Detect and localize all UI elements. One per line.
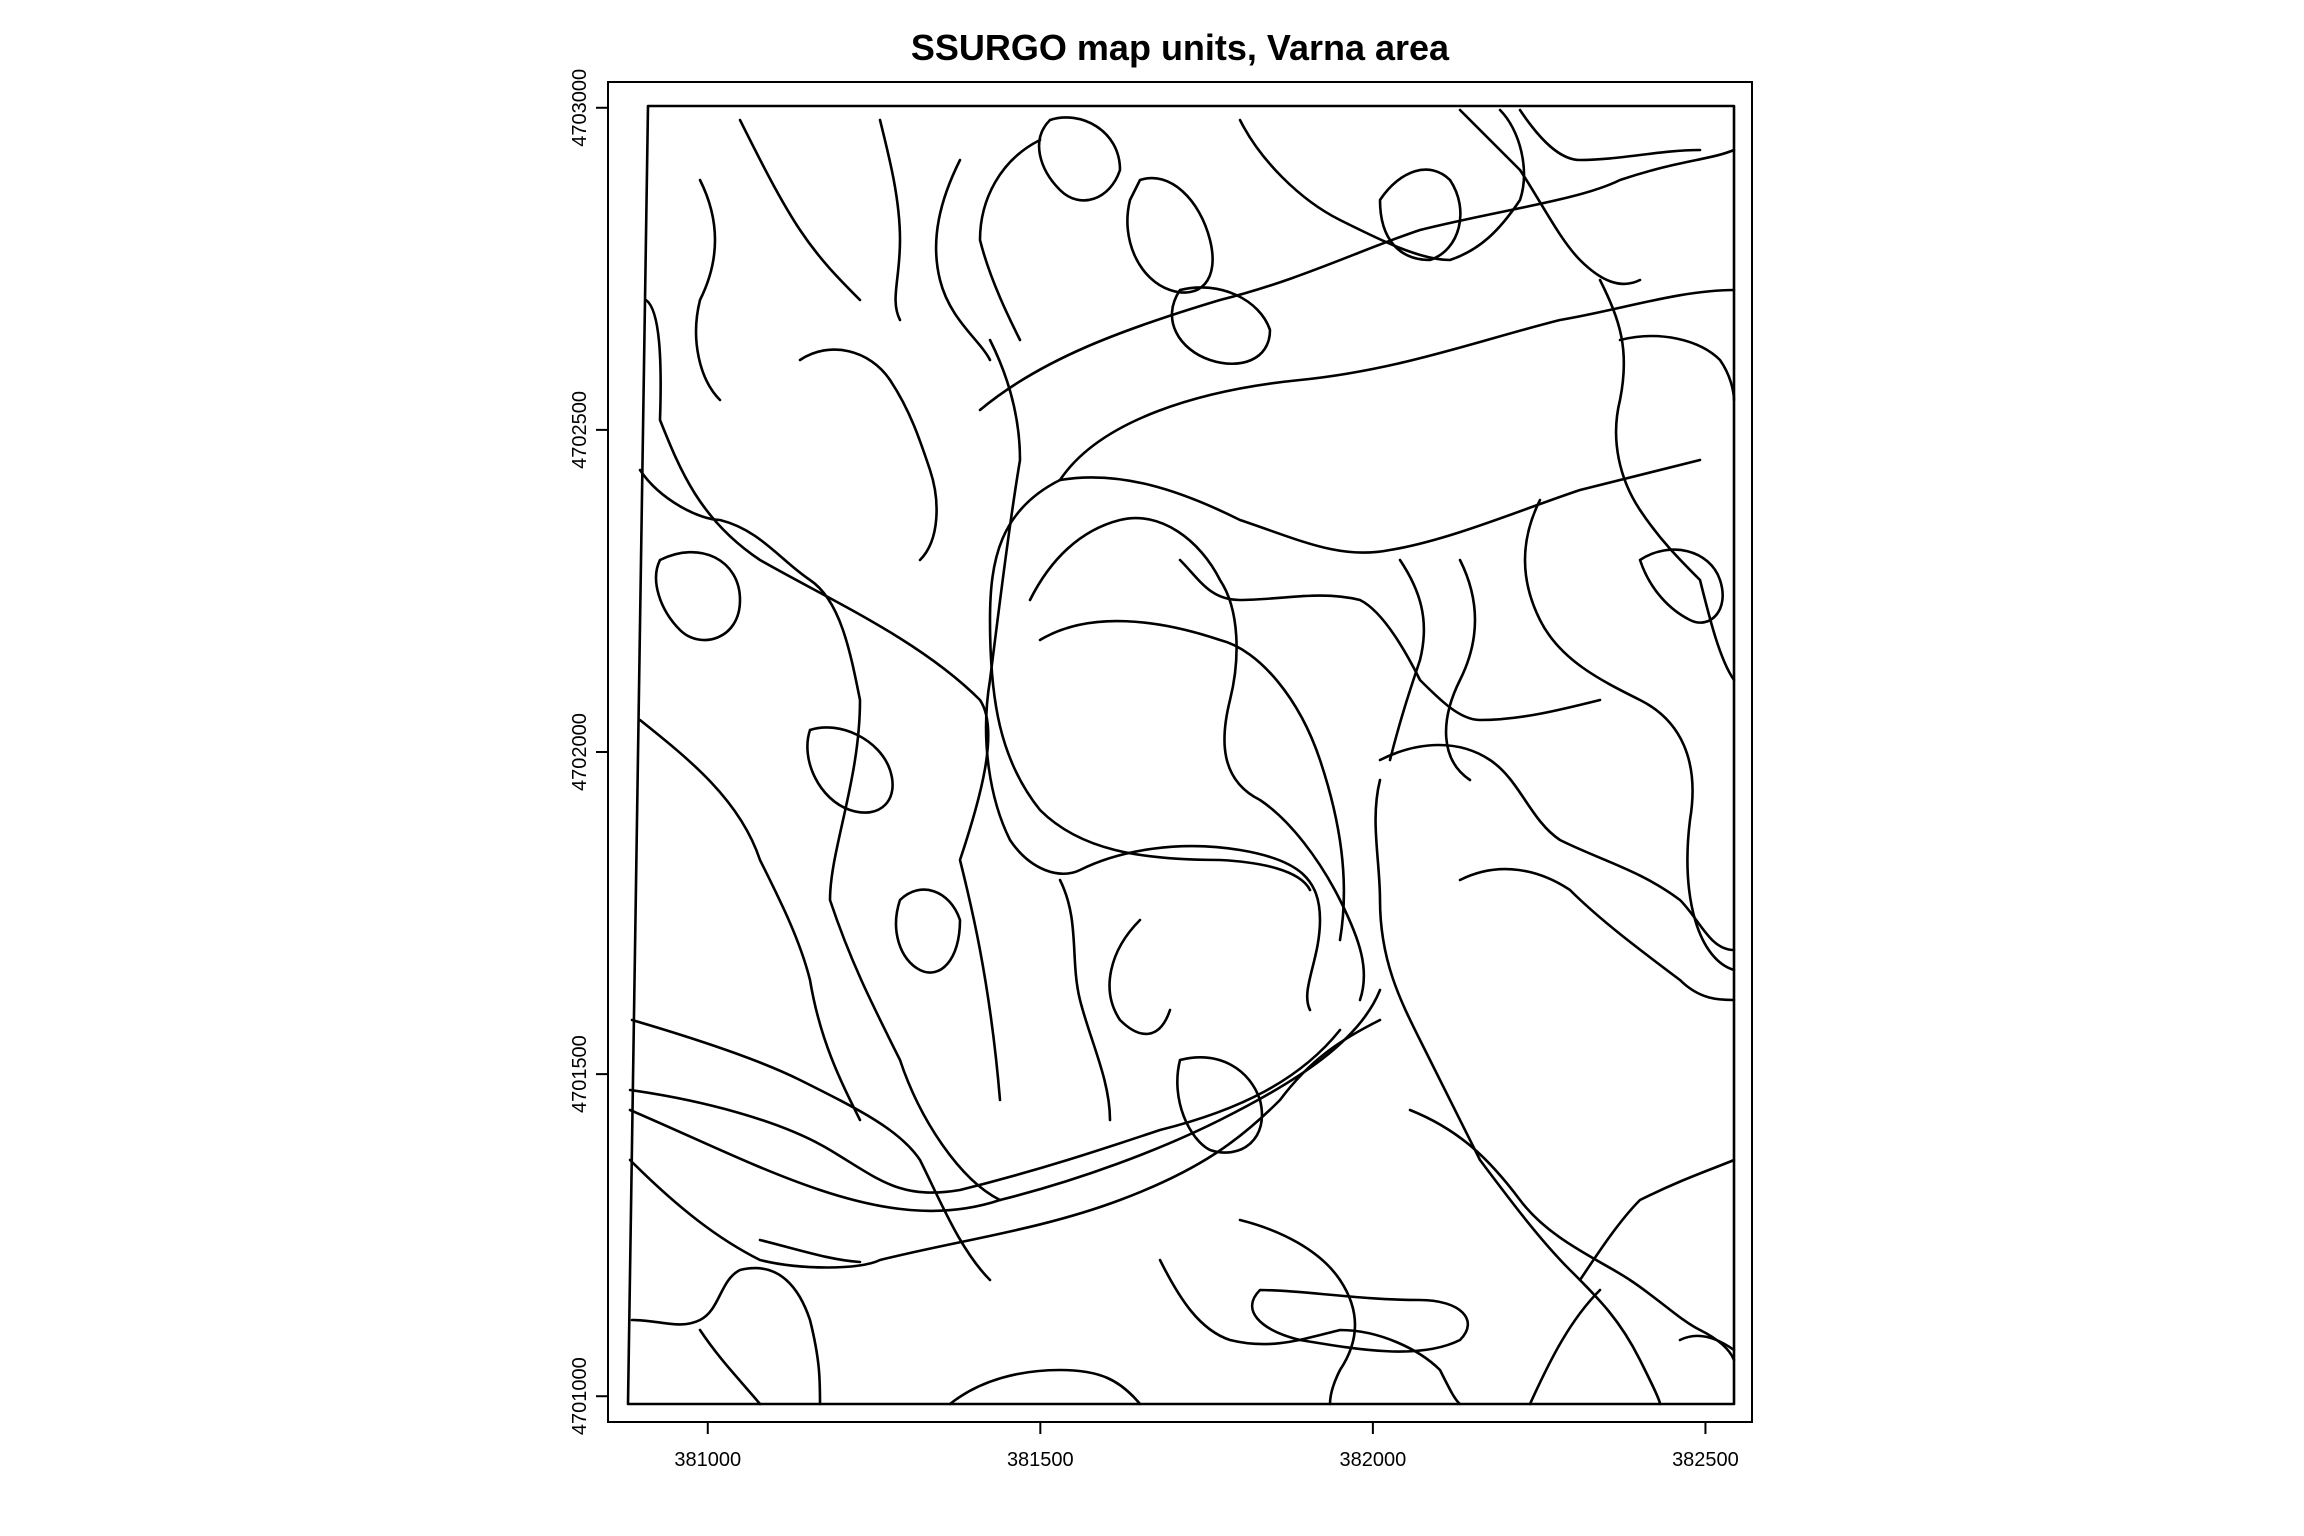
map-unit-boundary (1598, 278, 1736, 682)
map-unit-boundary (698, 1328, 762, 1406)
map-unit-boundary (1578, 1158, 1736, 1282)
map-unit-boundary (1378, 743, 1736, 952)
x-tick-label: 382000 (1340, 1449, 1407, 1471)
y-tick-label: 4703000 (569, 69, 591, 147)
map-unit-boundary (758, 1238, 862, 1264)
map-unit-boundary (1374, 778, 1662, 1406)
map-unit-boundary (628, 988, 1382, 1213)
map-unit-boundary (1108, 918, 1172, 1036)
map-unit-boundary (1178, 558, 1602, 722)
map-unit-boundary (1176, 1056, 1264, 1154)
y-tick-label: 4701500 (569, 1035, 591, 1113)
map-unit-boundary (1170, 286, 1272, 365)
map-unit-boundary (1523, 498, 1736, 972)
map-unit-boundary (638, 718, 862, 1122)
map-unit-boundary (644, 298, 1002, 1102)
map-unit-boundary (694, 178, 722, 402)
map-unit-boundary (1408, 1108, 1736, 1362)
y-tick-label: 4702500 (569, 391, 591, 469)
map-unit-boundary (630, 1018, 992, 1282)
map-unit-boundary (638, 468, 1002, 1202)
map-unit-boundary (1126, 176, 1214, 294)
map-unit-boundary (628, 1028, 1342, 1194)
map-unit-boundary (894, 888, 962, 974)
map-unit-boundary (630, 1266, 822, 1406)
plot-frame (607, 81, 1753, 1423)
map-unit-boundary (978, 138, 1042, 342)
map-unit-boundary (1638, 548, 1724, 624)
map-unit-boundary (1458, 867, 1736, 1002)
map-unit-boundary (1037, 116, 1122, 202)
map-unit-boundary (1444, 558, 1477, 782)
map-unit-boundary (1678, 1334, 1736, 1352)
map-unit-boundary (654, 550, 742, 642)
map-unit-boundary (1058, 878, 1112, 1122)
map-unit-boundary (1058, 458, 1702, 554)
soil-map-units (626, 104, 1736, 1406)
survey-area-boundary (626, 104, 1736, 1406)
map-unit-boundary (878, 118, 902, 322)
map-unit-boundary (738, 118, 862, 302)
map-unit-boundary (1458, 108, 1642, 286)
x-axis: 381000 381500 382000 382500 (674, 1422, 1739, 1471)
map-unit-boundary (1378, 168, 1462, 262)
x-tick-label: 381000 (674, 1449, 741, 1471)
map-unit-boundary (1238, 108, 1526, 262)
map-unit-boundary (1058, 288, 1736, 482)
map-unit-boundary (978, 148, 1736, 412)
y-tick-label: 4702000 (569, 713, 591, 791)
map-unit-boundary (1238, 1218, 1357, 1406)
map-unit-boundary (984, 338, 1322, 1012)
x-tick-label: 382500 (1672, 1449, 1739, 1471)
map-unit-boundary (1250, 1288, 1470, 1353)
map-unit-boundary (798, 348, 938, 562)
map-unit-boundary (988, 478, 1312, 892)
y-axis: 4701000 4701500 4702000 4702500 4703000 (569, 69, 608, 1435)
map-title: SSURGO map units, Varna area (911, 27, 1450, 68)
map-unit-boundary (1038, 619, 1346, 942)
map-unit-boundary (1388, 558, 1426, 762)
map-unit-boundary (1518, 108, 1702, 162)
map-unit-boundary (1528, 1288, 1602, 1406)
x-tick-label: 381500 (1007, 1449, 1074, 1471)
map-unit-boundary (1028, 516, 1366, 1002)
map-unit-boundary (1158, 1258, 1462, 1406)
map-unit-boundary (806, 726, 894, 814)
map-unit-boundary (1618, 334, 1736, 402)
map-unit-boundary (948, 1368, 1142, 1406)
map-unit-boundary (934, 158, 992, 362)
map-unit-boundary (628, 1018, 1382, 1269)
y-tick-label: 4701000 (569, 1357, 591, 1435)
